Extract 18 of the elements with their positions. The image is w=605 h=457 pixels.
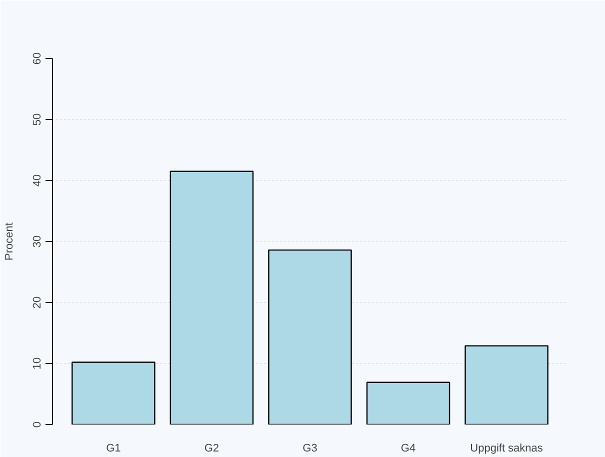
y-tick-label: 0 <box>32 421 44 428</box>
x-tick-label: G3 <box>302 442 318 454</box>
x-tick-label: G2 <box>204 442 220 454</box>
y-tick-label: 50 <box>32 113 44 126</box>
x-tick-label: Uppgift saknas <box>470 442 544 454</box>
bar <box>464 345 548 424</box>
bar <box>72 362 156 424</box>
x-tick-label: G4 <box>400 442 416 454</box>
bar <box>170 170 254 424</box>
bar <box>366 382 450 424</box>
y-tick-label: 10 <box>32 357 44 370</box>
y-axis-title: Procent <box>4 222 16 260</box>
x-tick-label: G1 <box>106 442 121 454</box>
y-tick-label: 60 <box>32 52 44 65</box>
y-tick-label: 40 <box>32 174 44 187</box>
bar <box>268 249 352 424</box>
y-tick-label: 20 <box>32 296 44 309</box>
y-tick-label: 30 <box>32 235 44 248</box>
